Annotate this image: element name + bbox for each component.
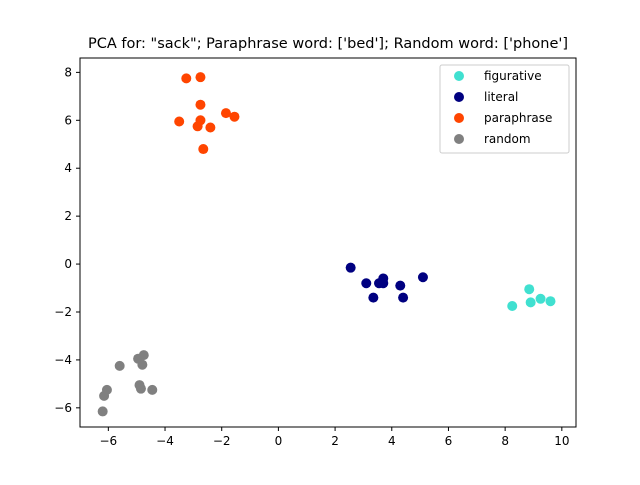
plot-frame bbox=[79, 57, 577, 428]
y-tick-label: 2 bbox=[64, 209, 72, 223]
data-point-paraphrase-5 bbox=[195, 99, 206, 110]
data-point-literal-2 bbox=[368, 292, 379, 303]
data-point-random-2 bbox=[101, 384, 112, 395]
x-axis: −6 −4 −2 0 2 4 6 8 10 bbox=[99, 427, 569, 448]
data-point-paraphrase-6 bbox=[198, 144, 209, 155]
data-point-figurative-0 bbox=[507, 301, 518, 311]
data-point-literal-5 bbox=[378, 273, 389, 284]
data-point-figurative-1 bbox=[524, 284, 535, 295]
legend-label-paraphrase: paraphrase bbox=[484, 111, 552, 125]
x-tick-label: 10 bbox=[554, 434, 569, 448]
data-point-random-9 bbox=[147, 384, 158, 395]
data-point-paraphrase-9 bbox=[229, 111, 240, 122]
y-tick-label: 0 bbox=[64, 257, 72, 271]
data-point-figurative-4 bbox=[545, 296, 556, 307]
x-tick-label: −2 bbox=[213, 434, 231, 448]
data-point-paraphrase-7 bbox=[205, 122, 216, 133]
legend-label-random: random bbox=[484, 132, 531, 146]
x-tick-label: −6 bbox=[99, 434, 117, 448]
x-tick-label: 4 bbox=[388, 434, 396, 448]
x-tick-label: 0 bbox=[275, 434, 283, 448]
data-point-figurative-2 bbox=[525, 297, 536, 308]
y-tick-label: −6 bbox=[54, 401, 72, 415]
data-point-random-8 bbox=[138, 350, 149, 361]
data-point-literal-0 bbox=[345, 262, 356, 273]
y-tick-label: −4 bbox=[54, 353, 72, 367]
y-tick-label: 4 bbox=[64, 161, 72, 175]
legend-marker-random bbox=[454, 134, 464, 144]
legend-box bbox=[439, 64, 570, 154]
data-point-literal-8 bbox=[417, 272, 428, 283]
data-point-paraphrase-0 bbox=[181, 73, 192, 84]
data-point-paraphrase-4 bbox=[195, 115, 206, 126]
data-point-random-6 bbox=[135, 383, 146, 394]
legend-label-literal: literal bbox=[484, 90, 518, 104]
y-tick-label: −2 bbox=[54, 305, 72, 319]
data-point-random-7 bbox=[137, 359, 148, 370]
legend-marker-paraphrase bbox=[454, 113, 464, 123]
data-point-figurative-3 bbox=[535, 293, 546, 304]
legend: figurative literal paraphrase random bbox=[439, 64, 570, 154]
data-point-paraphrase-2 bbox=[174, 116, 185, 127]
data-point-random-3 bbox=[114, 360, 125, 371]
data-point-literal-1 bbox=[361, 278, 372, 289]
data-point-paraphrase-8 bbox=[220, 108, 231, 119]
points-layer bbox=[97, 72, 556, 417]
chart-title: PCA for: "sack"; Paraphrase word: ['bed'… bbox=[88, 36, 568, 52]
data-point-literal-7 bbox=[398, 292, 409, 303]
legend-marker-figurative bbox=[454, 71, 464, 81]
y-axis: −6 −4 −2 0 2 4 6 8 bbox=[54, 65, 80, 415]
data-point-random-0 bbox=[97, 406, 108, 417]
x-tick-label: −4 bbox=[156, 434, 174, 448]
data-point-literal-6 bbox=[395, 280, 406, 291]
y-tick-label: 8 bbox=[64, 65, 72, 79]
x-tick-label: 6 bbox=[445, 434, 453, 448]
legend-label-figurative: figurative bbox=[484, 69, 542, 83]
x-tick-label: 2 bbox=[331, 434, 339, 448]
x-tick-label: 8 bbox=[501, 434, 509, 448]
data-point-paraphrase-1 bbox=[195, 72, 206, 83]
legend-marker-literal bbox=[454, 92, 464, 102]
y-tick-label: 6 bbox=[64, 113, 72, 127]
